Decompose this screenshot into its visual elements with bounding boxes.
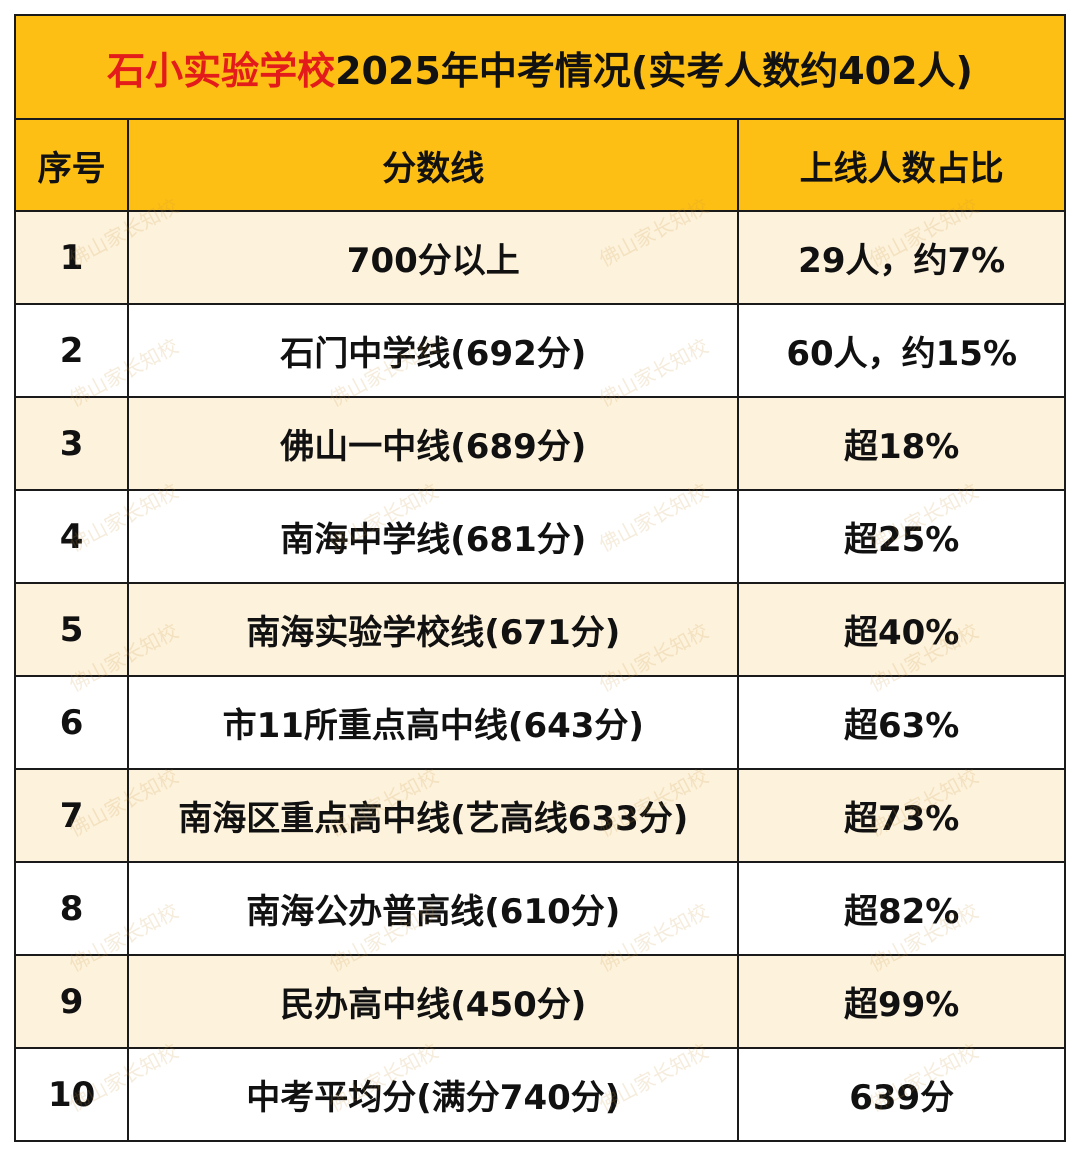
- row-ratio: 超99%: [737, 954, 1066, 1049]
- row-score-line: 佛山一中线(689分): [127, 396, 740, 491]
- row-score-line: 石门中学线(692分): [127, 303, 740, 398]
- table-row: 8 南海公办普高线(610分) 超82%: [13, 861, 1066, 956]
- row-score-line: 南海中学线(681分): [127, 489, 740, 584]
- row-index: 6: [13, 675, 130, 770]
- row-ratio: 639分: [737, 1047, 1066, 1142]
- row-index: 10: [13, 1047, 130, 1142]
- table-row: 5 南海实验学校线(671分) 超40%: [13, 582, 1066, 677]
- row-ratio: 超18%: [737, 396, 1066, 491]
- table-row: 7 南海区重点高中线(艺高线633分) 超73%: [13, 768, 1066, 863]
- row-score-line: 中考平均分(满分740分): [127, 1047, 740, 1142]
- header-index: 序号: [13, 118, 130, 212]
- row-score-line: 南海实验学校线(671分): [127, 582, 740, 677]
- header-ratio: 上线人数占比: [737, 118, 1066, 212]
- row-score-line: 南海公办普高线(610分): [127, 861, 740, 956]
- row-ratio: 29人，约7%: [737, 210, 1066, 305]
- table-row: 3 佛山一中线(689分) 超18%: [13, 396, 1066, 491]
- score-table: 石小实验学校2025年中考情况(实考人数约402人) 序号 分数线 上线人数占比…: [13, 14, 1066, 1142]
- row-index: 7: [13, 768, 130, 863]
- table-row: 6 市11所重点高中线(643分) 超63%: [13, 675, 1066, 770]
- title-info: 2025年中考情况(实考人数约402人): [335, 48, 973, 93]
- row-ratio: 超63%: [737, 675, 1066, 770]
- row-score-line: 南海区重点高中线(艺高线633分): [127, 768, 740, 863]
- row-ratio: 超73%: [737, 768, 1066, 863]
- header-row: 序号 分数线 上线人数占比: [13, 118, 1066, 212]
- row-index: 4: [13, 489, 130, 584]
- row-index: 9: [13, 954, 130, 1049]
- row-score-line: 民办高中线(450分): [127, 954, 740, 1049]
- row-score-line: 市11所重点高中线(643分): [127, 675, 740, 770]
- table-row: 1 700分以上 29人，约7%: [13, 210, 1066, 305]
- row-ratio: 超25%: [737, 489, 1066, 584]
- row-ratio: 超82%: [737, 861, 1066, 956]
- row-score-line: 700分以上: [127, 210, 740, 305]
- row-ratio: 超40%: [737, 582, 1066, 677]
- header-score-line: 分数线: [127, 118, 740, 212]
- table-row: 4 南海中学线(681分) 超25%: [13, 489, 1066, 584]
- table-title: 石小实验学校2025年中考情况(实考人数约402人): [14, 14, 1066, 120]
- title-row: 石小实验学校2025年中考情况(实考人数约402人): [14, 14, 1066, 120]
- title-school: 石小实验学校: [107, 48, 336, 93]
- row-index: 1: [13, 210, 130, 305]
- row-ratio: 60人，约15%: [737, 303, 1066, 398]
- table-row: 10 中考平均分(满分740分) 639分: [13, 1047, 1066, 1142]
- row-index: 2: [13, 303, 130, 398]
- table-row: 9 民办高中线(450分) 超99%: [13, 954, 1066, 1049]
- table-row: 2 石门中学线(692分) 60人，约15%: [13, 303, 1066, 398]
- row-index: 3: [13, 396, 130, 491]
- row-index: 8: [13, 861, 130, 956]
- row-index: 5: [13, 582, 130, 677]
